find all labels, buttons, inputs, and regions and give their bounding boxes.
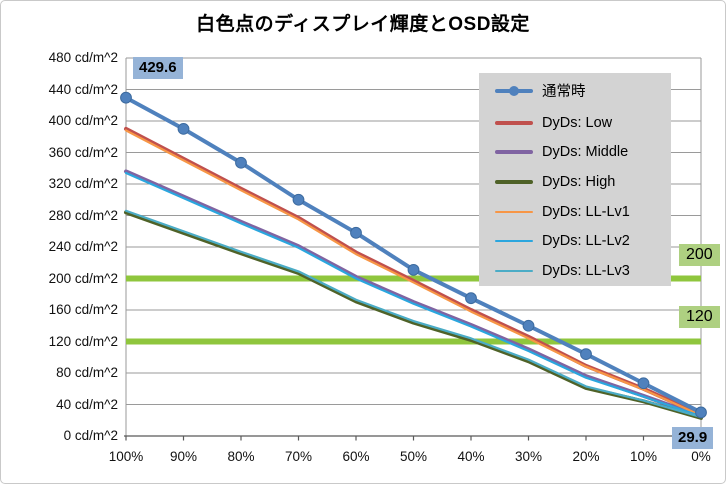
legend-item-3: DyDs: Middle [479, 144, 671, 160]
legend-item-4: DyDs: High [479, 174, 671, 190]
x-axis-label: 40% [457, 449, 485, 464]
y-axis-label: 400 cd/m^2 [48, 113, 118, 128]
y-axis-label: 120 cd/m^2 [48, 333, 118, 349]
y-axis-label: 480 cd/m^2 [48, 50, 118, 65]
series-marker [235, 156, 247, 169]
series-line-7 [124, 209, 703, 419]
legend-item-2: DyDs: Low [479, 115, 671, 131]
series-marker [637, 377, 650, 390]
legend-line-icon [495, 210, 533, 213]
y-axis-label: 160 cd/m^2 [48, 302, 118, 317]
y-axis-label: 320 cd/m^2 [48, 176, 118, 191]
x-axis-label: 10% [629, 449, 658, 464]
legend-line [495, 269, 533, 273]
legend-item-5: DyDs: LL-Lv1 [479, 204, 671, 220]
legend-label: DyDs: LL-Lv3 [542, 262, 630, 279]
annotation-start-value: 429.6 [133, 57, 183, 79]
legend-label: DyDs: LL-Lv1 [542, 203, 630, 220]
x-axis-label: 100% [108, 449, 144, 464]
x-axis-label: 20% [572, 449, 600, 464]
y-axis-label: 280 cd/m^2 [48, 207, 118, 223]
series-marker [695, 406, 707, 419]
series-marker [120, 91, 132, 104]
annotation-end-value: 29.9 [672, 427, 714, 449]
x-axis-label: 50% [399, 449, 428, 464]
legend: 通常時 DyDs: Low DyDs: Middle DyDs: High DyDs: … [479, 73, 671, 286]
legend-line [495, 150, 533, 155]
legend-item-7: DyDs: LL-Lv3 [479, 263, 671, 279]
legend-line-icon [495, 179, 533, 184]
legend-line [495, 179, 533, 184]
x-axis-label: 0% [691, 449, 711, 464]
annotation-target-120: 120 [679, 306, 720, 328]
legend-line-icon [495, 150, 533, 155]
legend-item-6: DyDs: LL-Lv2 [479, 233, 671, 249]
y-axis-label: 200 cd/m^2 [48, 270, 118, 286]
x-axis-label: 90% [169, 449, 198, 464]
legend-line [495, 240, 533, 243]
legend-marker-dot-icon [509, 85, 519, 96]
series-marker [350, 226, 362, 239]
legend-label: DyDs: Low [542, 114, 613, 131]
legend-label: DyDs: LL-Lv2 [542, 233, 630, 250]
legend-item-1: 通常時 [479, 80, 671, 101]
x-axis-label: 80% [227, 449, 255, 464]
x-axis-label: 60% [342, 449, 370, 464]
y-axis-label: 240 cd/m^2 [48, 239, 118, 254]
y-axis-label: 0 cd/m^2 [63, 428, 118, 443]
chart-title: 白色点のディスプレイ輝度とOSD設定 [196, 14, 530, 35]
y-axis-label: 360 cd/m^2 [48, 144, 118, 160]
series-marker [580, 348, 592, 361]
series-marker [407, 263, 420, 276]
y-axis-label: 440 cd/m^2 [48, 81, 118, 97]
series-line-5 [124, 129, 703, 417]
x-axis-label: 30% [514, 449, 543, 464]
legend-label: DyDs: Middle [542, 144, 629, 161]
y-axis-label: 80 cd/m^2 [56, 365, 118, 380]
annotation-target-200: 200 [679, 244, 720, 266]
series-line-3 [124, 169, 703, 419]
series-marker [522, 319, 535, 332]
legend-line [495, 120, 533, 125]
legend-label: 通常時 [542, 84, 586, 100]
series-marker [177, 122, 190, 135]
y-axis-label: 40 cd/m^2 [56, 396, 118, 412]
legend-label: DyDs: High [542, 173, 616, 190]
legend-line-icon [495, 120, 533, 125]
series-line-6 [124, 171, 703, 418]
series-marker [465, 292, 477, 305]
x-axis-label: 70% [284, 449, 313, 464]
legend-line-icon [495, 269, 533, 273]
legend-line-icon [495, 85, 533, 96]
legend-line [495, 210, 533, 213]
legend-line-icon [495, 240, 533, 243]
series-line-4 [124, 210, 703, 420]
series-marker [292, 193, 305, 206]
